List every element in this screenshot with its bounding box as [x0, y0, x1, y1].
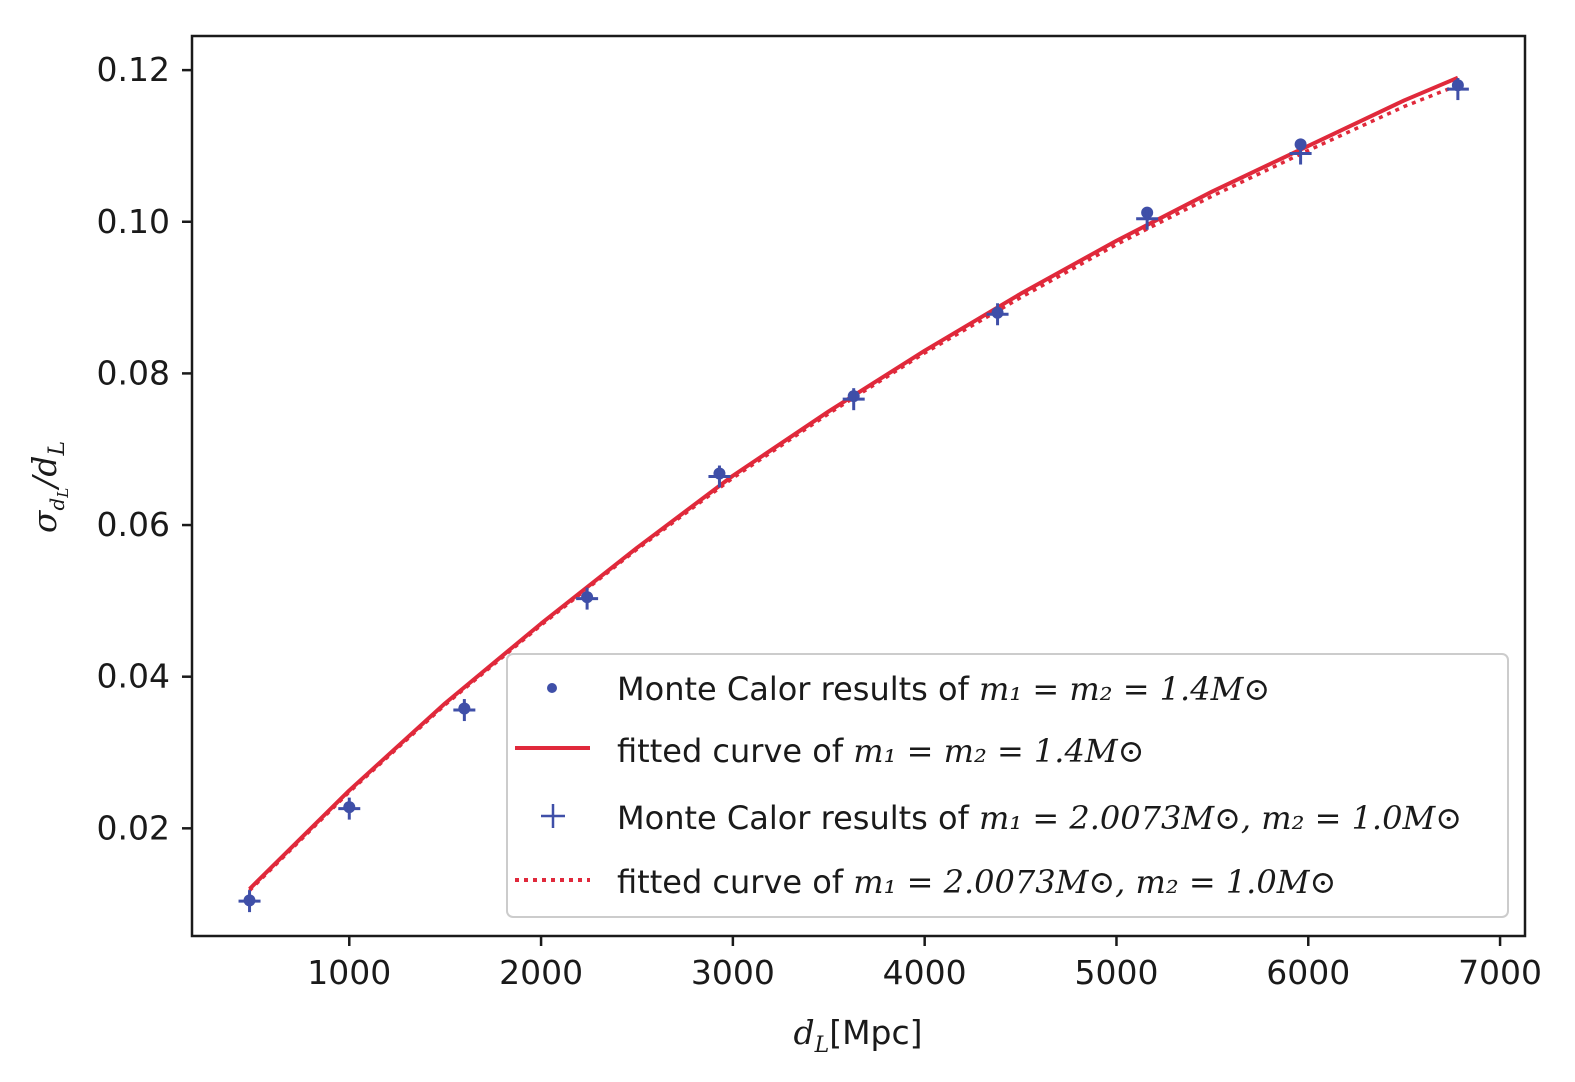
data-point-plus	[1446, 78, 1469, 101]
x-tick-label: 5000	[1074, 953, 1158, 992]
y-tick-label: 0.04	[97, 657, 170, 696]
x-axis-label: dL[Mpc]	[793, 1013, 922, 1058]
y-tick-label: 0.02	[97, 808, 170, 847]
plot-frame	[190, 34, 1527, 938]
data-point-plus	[238, 890, 261, 913]
x-tick-label: 4000	[883, 953, 967, 992]
data-point-plus	[1136, 207, 1159, 230]
legend-marker-plus	[541, 804, 565, 828]
data-point-plus	[842, 388, 865, 411]
legend-label-2: fitted curve of m₁ = m₂ = 1.4M⊙	[617, 732, 1144, 770]
y-axis-label: σdL/dL	[25, 441, 72, 533]
y-tick-label: 0.10	[97, 202, 170, 241]
x-axis-ticks: 1000 2000 3000 4000 5000 6000 7000	[307, 936, 1542, 992]
data-point-plus	[576, 587, 599, 610]
data-point-plus	[338, 797, 361, 820]
y-tick-label: 0.08	[97, 353, 170, 392]
y-tick-label: 0.06	[97, 505, 170, 544]
legend-box	[506, 653, 1509, 918]
series-layer	[238, 75, 1469, 913]
data-point-plus	[986, 303, 1009, 326]
data-point-plus	[708, 465, 731, 488]
legend-label-4: fitted curve of m₁ = 2.0073M⊙, m₂ = 1.0M…	[617, 863, 1336, 901]
x-tick-label: 6000	[1266, 953, 1350, 992]
y-tick-label: 0.12	[97, 50, 170, 89]
data-point-plus	[453, 699, 476, 722]
x-tick-label: 7000	[1458, 953, 1542, 992]
x-tick-label: 2000	[499, 953, 583, 992]
legend-label-1: Monte Calor results of m₁ = m₂ = 1.4M⊙	[617, 670, 1270, 708]
x-tick-label: 3000	[691, 953, 775, 992]
x-tick-label: 1000	[307, 953, 391, 992]
y-axis-ticks: 0.02 0.04 0.06 0.08 0.10 0.12	[97, 50, 192, 847]
data-point-plus	[1289, 142, 1312, 165]
legend-label-3: Monte Calor results of m₁ = 2.0073M⊙, m₂…	[617, 799, 1462, 837]
legend-marker-dot	[547, 683, 557, 693]
legend: Monte Calor results of m₁ = m₂ = 1.4M⊙ f…	[506, 653, 1509, 918]
